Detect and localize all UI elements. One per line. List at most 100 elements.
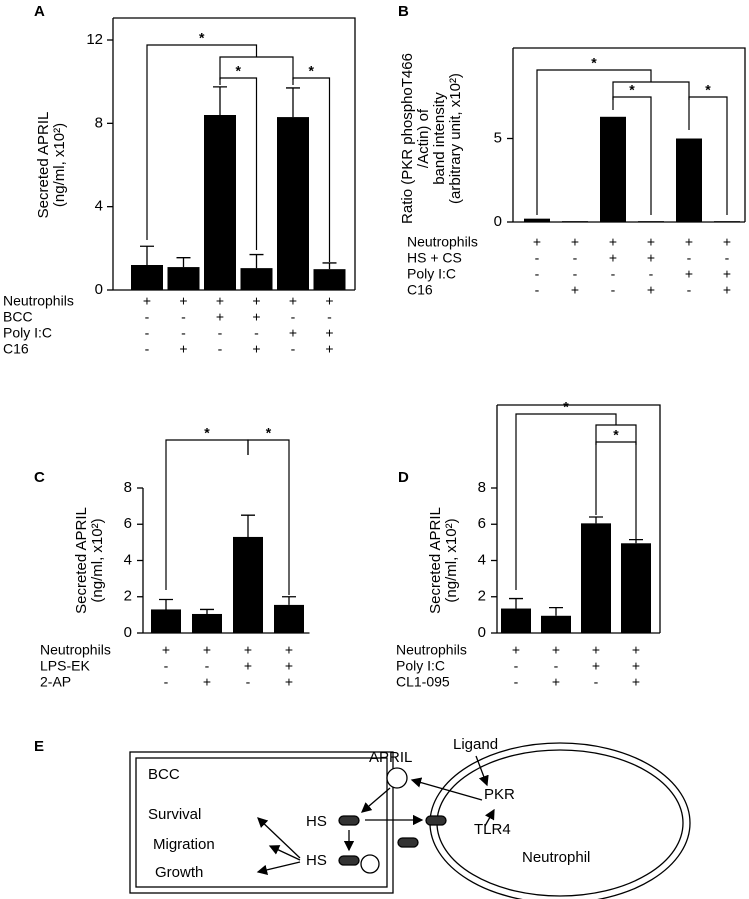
condition-sign: - (611, 282, 616, 298)
bar (277, 117, 309, 290)
significance-bracket (292, 77, 331, 262)
condition-sign: + (571, 234, 579, 250)
condition-name: LPS-EK (40, 658, 90, 674)
condition-name: Neutrophils (407, 234, 478, 250)
condition-sign: - (164, 658, 169, 674)
significance-bracket (219, 77, 258, 250)
node-label: HS (306, 852, 327, 869)
april-ligand (386, 767, 408, 789)
condition-sign: - (181, 309, 186, 325)
condition-name: CL1-095 (396, 674, 450, 690)
node-label: TLR4 (474, 821, 511, 838)
error-bar (200, 608, 214, 614)
condition-sign: - (145, 325, 150, 341)
frame (497, 404, 661, 633)
bar (204, 115, 236, 290)
y-tick-label: 8 (478, 479, 486, 496)
y-axis-label: (arbitrary unit, x10²) (447, 73, 464, 204)
condition-sign: + (647, 250, 655, 266)
condition-sign: - (164, 674, 169, 690)
condition-sign: + (285, 674, 293, 690)
error-bar (159, 598, 173, 610)
significance-bracket (219, 56, 294, 80)
error-bar (176, 257, 191, 268)
frame (113, 17, 356, 290)
node-label: Growth (155, 864, 203, 881)
y-axis-label: band intensity (431, 92, 448, 185)
condition-sign: - (573, 250, 578, 266)
significance-star: * (629, 82, 635, 98)
neutrophil-outer (429, 742, 691, 899)
bar (274, 604, 304, 633)
condition-sign: + (203, 674, 211, 690)
significance-star: * (613, 427, 619, 443)
bar (192, 613, 222, 633)
condition-sign: - (535, 250, 540, 266)
condition-name: Neutrophils (40, 642, 111, 658)
bar (676, 138, 702, 222)
condition-sign: + (143, 293, 151, 309)
bar (151, 609, 181, 633)
error-bar (589, 516, 603, 524)
condition-sign: + (285, 642, 293, 658)
condition-name: Neutrophils (396, 642, 467, 658)
node-label: Migration (153, 836, 215, 853)
condition-sign: - (594, 674, 599, 690)
significance-star: * (705, 82, 711, 98)
error-bar (286, 87, 300, 118)
y-tick-label: 0 (478, 624, 486, 641)
chart-panel: D 0 2 4 6 8 Secreted APRIL (ng/ml, x10²) Neutrop… (396, 399, 661, 690)
condition-sign: + (252, 309, 260, 325)
y-axis-label: Secreted APRIL (427, 507, 444, 614)
y-tick-label: 6 (124, 515, 132, 532)
node-label: Neutrophil (522, 849, 590, 866)
significance-bracket (595, 441, 637, 540)
arrow (475, 755, 489, 787)
condition-sign: + (723, 282, 731, 298)
condition-sign: - (554, 658, 559, 674)
condition-sign: + (325, 325, 333, 341)
bar (581, 523, 611, 633)
condition-sign: - (254, 325, 259, 341)
condition-sign: + (216, 309, 224, 325)
error-bar (322, 262, 337, 270)
condition-sign: - (535, 266, 540, 282)
condition-sign: - (573, 266, 578, 282)
y-tick-label: 2 (478, 588, 486, 605)
y-axis-label: Secreted APRIL (73, 507, 90, 614)
significance-bracket (536, 69, 652, 215)
node-label: HS (306, 813, 327, 830)
arrow (484, 808, 495, 827)
condition-name: C16 (407, 282, 433, 298)
y-tick-label: 2 (124, 588, 132, 605)
bcc-outer (129, 751, 394, 894)
y-tick-label: 4 (124, 551, 132, 568)
node-label: Survival (148, 806, 201, 823)
significance-bracket (515, 413, 617, 590)
condition-sign: + (179, 341, 187, 357)
error-bar (249, 253, 264, 269)
significance-star: * (236, 63, 242, 79)
condition-sign: + (162, 642, 170, 658)
significance-star: * (199, 30, 205, 46)
arrow (256, 861, 301, 875)
condition-sign: + (533, 234, 541, 250)
bar (562, 221, 588, 222)
tlr4-receptor (425, 815, 447, 826)
condition-sign: + (685, 234, 693, 250)
arrow (257, 817, 301, 859)
bcc-inner (135, 757, 388, 888)
condition-sign: - (145, 341, 150, 357)
condition-name: C16 (3, 341, 29, 357)
y-axis-label: (ng/ml, x10²) (443, 518, 460, 602)
error-bar (213, 86, 227, 115)
condition-sign: - (687, 250, 692, 266)
condition-sign: + (647, 282, 655, 298)
bar (541, 615, 571, 633)
significance-bracket (146, 44, 258, 240)
condition-sign: + (289, 325, 297, 341)
frame (513, 47, 746, 222)
error-bar (282, 596, 296, 605)
condition-sign: - (218, 325, 223, 341)
y-tick-label: 6 (478, 515, 486, 532)
